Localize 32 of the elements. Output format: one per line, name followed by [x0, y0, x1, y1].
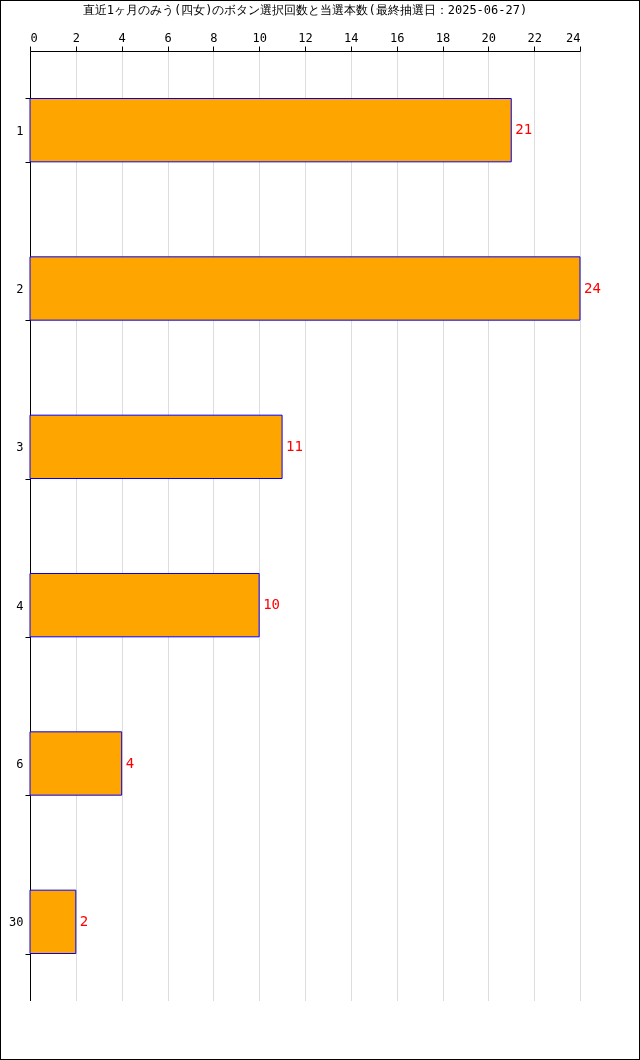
y-tick-label: 4	[16, 598, 24, 613]
x-tick-label: 4	[118, 30, 126, 45]
x-tick-label: 16	[389, 30, 405, 45]
x-tick-label: 2	[72, 30, 80, 45]
data-label: 4	[125, 754, 135, 771]
data-label: 2	[79, 912, 89, 929]
data-label: 21	[515, 121, 533, 138]
y-tick-label: 1	[16, 123, 24, 138]
x-tick-label: 12	[298, 30, 313, 45]
bar	[29, 256, 581, 321]
y-tick-label: 3	[16, 440, 24, 455]
x-tick-label: 10	[252, 30, 267, 45]
x-tick-label: 20	[481, 30, 497, 45]
x-tick-label: 8	[210, 30, 218, 45]
x-tick-label: 18	[435, 30, 451, 45]
y-tick-label: 2	[16, 282, 24, 296]
data-label: 24	[584, 279, 601, 296]
bar	[29, 98, 512, 163]
bar	[29, 889, 77, 954]
bar	[29, 731, 123, 796]
x-tick-label: 22	[527, 30, 542, 45]
chart-title: 直近1ヶ月のみう(四女)のボタン選択回数と当選本数(最終抽選日：2025-06-27)	[82, 3, 528, 17]
x-tick-label: 24	[566, 30, 581, 45]
bar	[29, 573, 260, 638]
data-label: 11	[286, 437, 303, 454]
bar	[29, 414, 283, 479]
x-tick-label: 6	[164, 30, 172, 45]
x-tick-label: 0	[30, 30, 38, 45]
y-tick-label: 30	[9, 915, 24, 930]
y-tick-label: 6	[16, 757, 24, 771]
x-tick-label: 14	[344, 30, 359, 45]
data-label: 10	[263, 596, 281, 613]
